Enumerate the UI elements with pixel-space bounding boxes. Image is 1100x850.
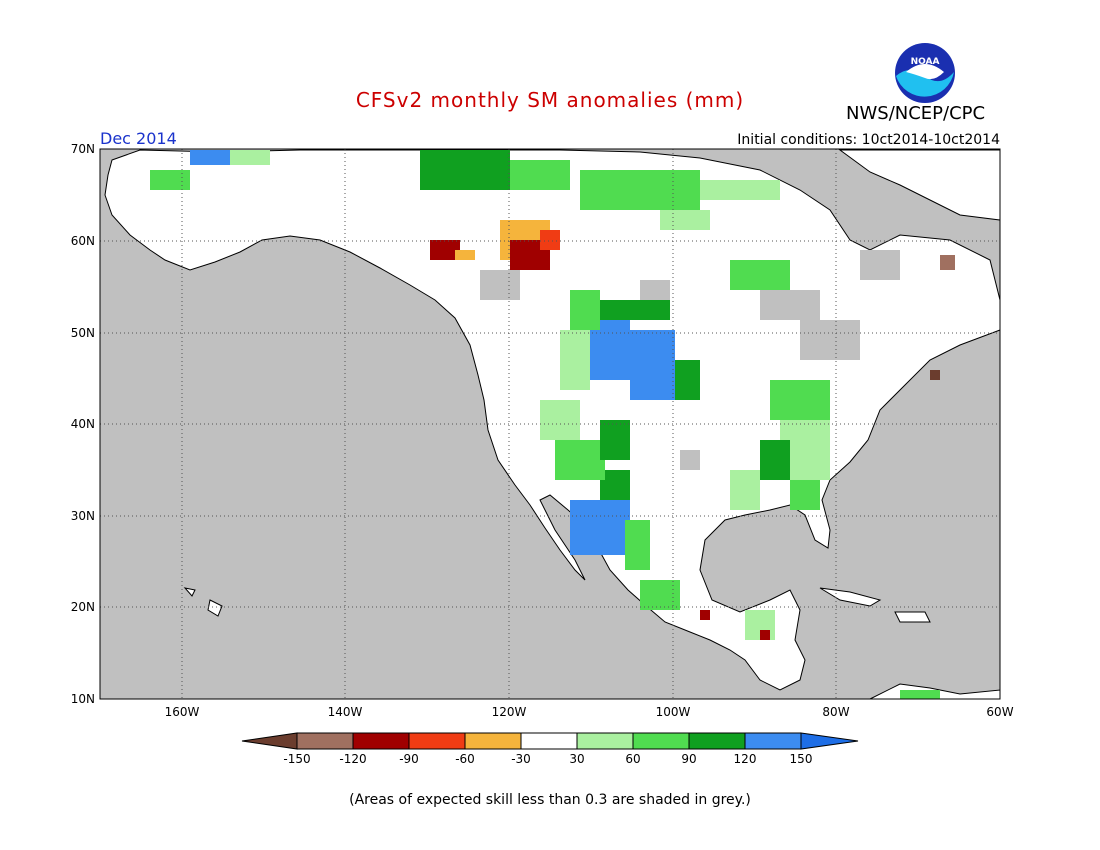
agency-label: NWS/NCEP/CPC — [846, 103, 986, 124]
lon-label-60w: 60W — [986, 705, 1013, 719]
color-bar-swatch-4 — [464, 732, 522, 750]
lat-label-50n: 50N — [71, 326, 95, 340]
legend-tick-7: 60 — [625, 752, 640, 766]
color-bar-swatch-1 — [296, 732, 354, 750]
legend-tick-1: -150 — [283, 752, 310, 766]
skill-footnote: (Areas of expected skill less than 0.3 a… — [349, 792, 751, 808]
legend-tick-10: 150 — [790, 752, 813, 766]
target-month: Dec 2014 — [100, 129, 177, 148]
legend-tick-5: -30 — [511, 752, 531, 766]
lat-label-20n: 20N — [71, 600, 95, 614]
noaa-logo: NOAA — [895, 43, 955, 103]
lat-label-10n: 10N — [71, 692, 95, 706]
map-title: CFSv2 monthly SM anomalies (mm) — [355, 88, 745, 112]
logo-text: NOAA — [911, 57, 940, 67]
color-bar-right-arrow — [800, 732, 859, 750]
lat-label-70n: 70N — [71, 142, 95, 156]
lat-label-60n: 60N — [71, 234, 95, 248]
color-bar-swatch-6 — [576, 732, 634, 750]
color-bar-swatch-9 — [744, 732, 802, 750]
legend-tick-2: -120 — [339, 752, 366, 766]
lat-label-30n: 30N — [71, 509, 95, 523]
color-bar-swatch-8 — [688, 732, 746, 750]
initial-conditions: Initial conditions: 10ct2014-10ct2014 — [737, 132, 1000, 148]
legend-tick-6: 30 — [569, 752, 584, 766]
color-bar-swatch-5 — [520, 732, 578, 750]
color-bar — [241, 732, 859, 750]
legend-tick-4: -60 — [455, 752, 475, 766]
anomaly-cells — [150, 150, 955, 699]
lon-label-160w: 160W — [165, 705, 200, 719]
legend-tick-3: -90 — [399, 752, 419, 766]
lon-label-140w: 140W — [328, 705, 363, 719]
legend-tick-8: 90 — [681, 752, 696, 766]
lon-label-120w: 120W — [492, 705, 527, 719]
color-bar-swatch-7 — [632, 732, 690, 750]
lat-label-40n: 40N — [71, 417, 95, 431]
lon-label-80w: 80W — [822, 705, 849, 719]
caribbean-islands — [819, 587, 931, 623]
lon-label-100w: 100W — [656, 705, 691, 719]
color-bar-left-arrow — [241, 732, 298, 750]
legend-tick-9: 120 — [734, 752, 757, 766]
color-bar-swatch-2 — [352, 732, 410, 750]
color-bar-swatch-3 — [408, 732, 466, 750]
